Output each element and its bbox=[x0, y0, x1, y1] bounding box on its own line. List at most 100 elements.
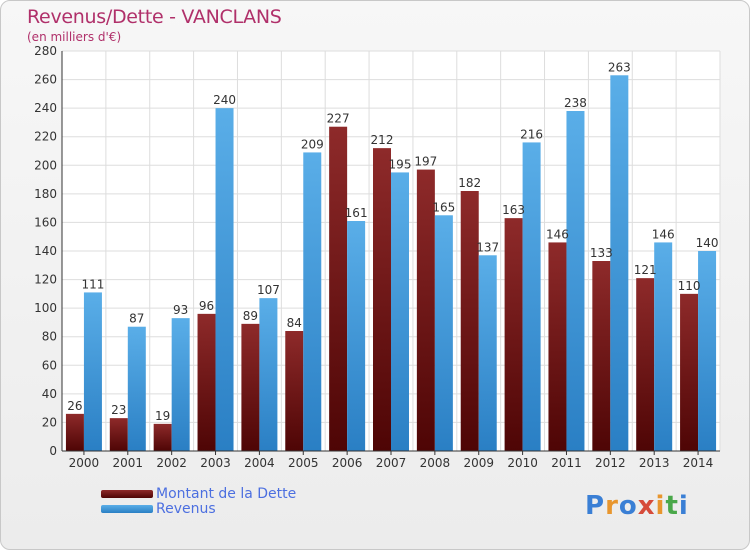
x-tick-label: 2003 bbox=[200, 456, 231, 470]
y-tick-label: 240 bbox=[34, 101, 57, 115]
bar-revenue bbox=[434, 215, 453, 451]
value-label-revenue: 240 bbox=[213, 93, 236, 107]
bar-revenue bbox=[391, 172, 409, 451]
x-tick-label: 2013 bbox=[639, 456, 670, 470]
value-label-debt: 163 bbox=[502, 203, 525, 217]
value-label-debt: 182 bbox=[458, 176, 481, 190]
y-tick-label: 120 bbox=[34, 273, 57, 287]
bar-debt bbox=[504, 218, 523, 451]
y-tick-label: 100 bbox=[34, 301, 57, 315]
value-label-revenue: 146 bbox=[652, 227, 675, 241]
value-label-debt: 227 bbox=[327, 112, 350, 126]
proxiti-logo: Proxiti bbox=[585, 491, 689, 521]
bar-revenue bbox=[171, 318, 190, 451]
value-label-debt: 26 bbox=[67, 399, 82, 413]
x-tick-label: 2009 bbox=[463, 456, 494, 470]
y-tick-label: 200 bbox=[34, 158, 57, 172]
logo-letter: i bbox=[678, 491, 689, 521]
x-tick-label: 2005 bbox=[288, 456, 319, 470]
bar-revenue bbox=[127, 326, 146, 451]
axes: 0 20 40 60 80 100 120 140 160 180 200 220 240 260 280 2… bbox=[34, 44, 720, 470]
value-label-debt: 212 bbox=[371, 133, 394, 147]
y-tick-label: 60 bbox=[42, 358, 57, 372]
x-tick-label: 2002 bbox=[156, 456, 187, 470]
value-label-debt: 23 bbox=[111, 403, 126, 417]
bar-revenue bbox=[654, 242, 673, 451]
y-tick-label: 260 bbox=[34, 73, 57, 87]
bar-revenue bbox=[478, 255, 497, 451]
value-label-revenue: 263 bbox=[608, 60, 631, 74]
bar-debt bbox=[680, 293, 699, 451]
x-tick-label: 2000 bbox=[69, 456, 100, 470]
bar-debt bbox=[373, 148, 391, 451]
legend-swatch-revenue bbox=[101, 505, 153, 513]
value-label-revenue: 93 bbox=[173, 303, 188, 317]
logo-letter: r bbox=[605, 491, 619, 521]
value-label-debt: 89 bbox=[243, 309, 258, 323]
logo-letter: i bbox=[655, 491, 666, 521]
bar-debt bbox=[109, 418, 128, 451]
logo-letter: x bbox=[637, 491, 656, 521]
x-tick-label: 2006 bbox=[332, 456, 363, 470]
y-tick-label: 20 bbox=[42, 415, 57, 429]
value-label-revenue: 140 bbox=[696, 236, 719, 250]
value-label-debt: 121 bbox=[634, 263, 657, 277]
y-tick-label: 0 bbox=[49, 444, 57, 458]
bar-revenue bbox=[522, 142, 541, 451]
bar-debt bbox=[329, 126, 348, 451]
chart-subtitle: (en milliers d'€) bbox=[27, 30, 122, 44]
x-tick-label: 2007 bbox=[376, 456, 407, 470]
x-tick-label: 2010 bbox=[507, 456, 538, 470]
value-label-revenue: 161 bbox=[345, 206, 368, 220]
value-label-revenue: 107 bbox=[257, 283, 280, 297]
value-label-debt: 146 bbox=[546, 227, 569, 241]
value-label-revenue: 238 bbox=[564, 96, 587, 110]
logo-letter: o bbox=[618, 491, 638, 521]
bar-revenue bbox=[215, 108, 234, 452]
bar-debt bbox=[285, 331, 304, 451]
value-label-revenue: 209 bbox=[301, 137, 324, 151]
x-tick-label: 2014 bbox=[683, 456, 714, 470]
y-tick-label: 40 bbox=[42, 387, 57, 401]
value-label-debt: 19 bbox=[155, 409, 170, 423]
value-label-debt: 197 bbox=[414, 155, 437, 169]
value-label-debt: 110 bbox=[678, 279, 701, 293]
value-label-debt: 84 bbox=[287, 316, 302, 330]
bar-debt bbox=[65, 413, 84, 451]
bars bbox=[65, 75, 717, 452]
bar-revenue bbox=[259, 298, 278, 451]
x-tick-label: 2001 bbox=[113, 456, 144, 470]
y-tick-label: 160 bbox=[34, 215, 57, 229]
bar-debt bbox=[416, 169, 435, 452]
bar-debt bbox=[636, 278, 655, 451]
value-label-revenue: 137 bbox=[476, 240, 499, 254]
value-label-debt: 96 bbox=[199, 299, 214, 313]
bar-debt bbox=[241, 323, 260, 451]
x-tick-label: 2008 bbox=[420, 456, 451, 470]
x-tick-label: 2004 bbox=[244, 456, 275, 470]
bar-revenue bbox=[610, 75, 629, 452]
legend-label-debt: Montant de la Dette bbox=[156, 486, 297, 502]
y-tick-label: 220 bbox=[34, 130, 57, 144]
value-label-revenue: 195 bbox=[389, 157, 412, 171]
bar-debt bbox=[460, 191, 479, 451]
x-tick-label: 2011 bbox=[551, 456, 582, 470]
bar-debt bbox=[548, 242, 567, 451]
logo-letter: t bbox=[665, 491, 679, 521]
bar-revenue bbox=[303, 152, 322, 451]
bar-revenue bbox=[698, 251, 717, 451]
bar-debt bbox=[197, 313, 216, 451]
bar-debt bbox=[592, 261, 611, 451]
logo-letter: P bbox=[585, 491, 606, 521]
legend-label-revenue: Revenus bbox=[156, 501, 216, 517]
y-tick-label: 80 bbox=[42, 330, 57, 344]
value-label-debt: 133 bbox=[590, 246, 613, 260]
bar-revenue bbox=[566, 111, 585, 451]
value-label-revenue: 165 bbox=[432, 200, 455, 214]
value-label-revenue: 216 bbox=[520, 127, 543, 141]
y-tick-label: 280 bbox=[34, 44, 57, 58]
x-tick-label: 2012 bbox=[595, 456, 626, 470]
